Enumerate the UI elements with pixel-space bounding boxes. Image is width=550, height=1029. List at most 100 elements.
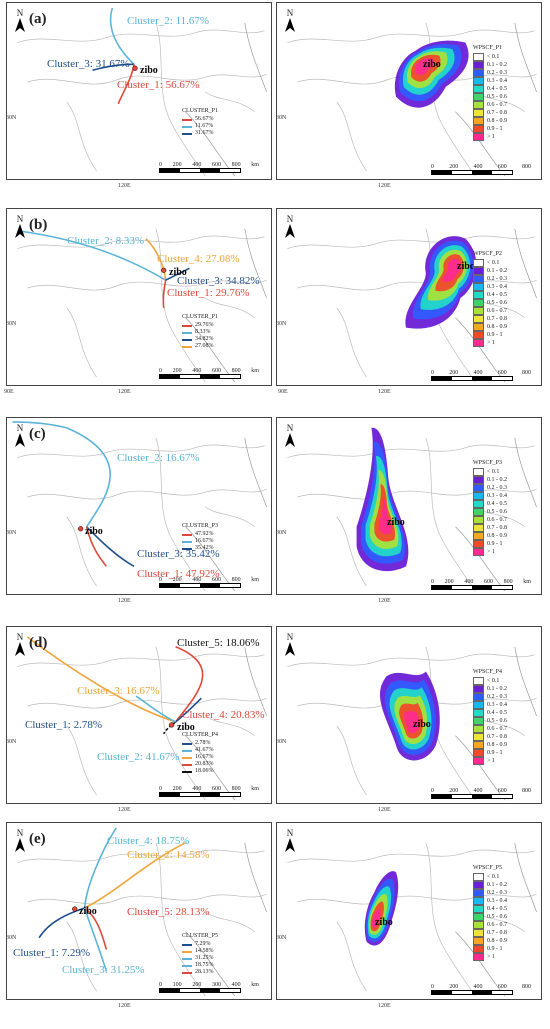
legend-row: 0.8 - 0.9 [473, 117, 507, 125]
legend-color-swatch [473, 717, 484, 725]
legend-range: 0.8 - 0.9 [487, 117, 507, 124]
legend-row: > 1 [473, 757, 507, 765]
legend-row: 8.33% [182, 329, 218, 336]
legend-range: 0.6 - 0.7 [487, 921, 507, 928]
cluster-label: Cluster_1: 47.92% [137, 568, 220, 580]
legend-range: 0.3 - 0.4 [487, 897, 507, 904]
trajectory-line [92, 63, 135, 71]
legend-range: 0.6 - 0.7 [487, 516, 507, 523]
legend-title: CLUSTER_P1 [182, 108, 219, 114]
legend-row: 41.67% [182, 747, 218, 754]
legend-range: 0.1 - 0.2 [487, 476, 507, 483]
legend-row: > 1 [473, 953, 507, 961]
legend-color-swatch [473, 484, 484, 492]
legend-color-swatch [473, 323, 484, 331]
legend-color-swatch [473, 709, 484, 717]
lon-tick-label: 120E [118, 598, 131, 604]
legend-range: 0.5 - 0.6 [487, 717, 507, 724]
lat-tick-label: 30N [6, 935, 17, 941]
legend-color-swatch [473, 921, 484, 929]
legend-row: 0.1 - 0.2 [473, 61, 507, 69]
legend-range: < 0.1 [487, 53, 500, 60]
legend-range: 0.9 - 1 [487, 331, 503, 338]
scale-label: 0 [159, 577, 162, 583]
legend-range: 0.7 - 0.8 [487, 109, 507, 116]
scale-label: 0 [159, 786, 162, 792]
legend-value: 31.67% [195, 130, 214, 136]
trajectory-line [38, 907, 85, 939]
scale-bar-graphic [431, 170, 513, 175]
scale-label: km [251, 577, 259, 583]
wpscf-region [442, 258, 461, 282]
legend-value: 56.67% [195, 116, 214, 122]
legend-value: 27.08% [195, 343, 214, 349]
scale-label: 0 [431, 579, 434, 585]
legend-row: 0.4 - 0.5 [473, 500, 507, 508]
legend-row: 0.1 - 0.2 [473, 685, 507, 693]
scale-label: 600 [497, 164, 507, 170]
legend-color-swatch [473, 53, 484, 61]
legend-row: 11.67% [182, 123, 218, 130]
legend-row: 0.8 - 0.9 [473, 532, 507, 540]
cluster-label: Cluster_2: 41.67% [97, 751, 180, 763]
wpscf-region [403, 710, 419, 734]
legend-color-swatch [473, 905, 484, 913]
scale-label: 200 [172, 162, 182, 168]
scale-bar: 0 200 400 600 800 km [431, 579, 531, 590]
scale-label: 800 [522, 984, 531, 990]
legend-line-swatch [182, 756, 192, 759]
legend-row: 0.2 - 0.3 [473, 275, 507, 283]
legend-row: 0.9 - 1 [473, 749, 507, 757]
trajectory-line [84, 842, 186, 909]
legend-color-swatch [473, 85, 484, 93]
legend-line-swatch [182, 338, 192, 341]
legend-color-swatch [473, 468, 484, 476]
legend-row: 0.4 - 0.5 [473, 709, 507, 717]
legend-value: 8.33% [195, 329, 211, 335]
trajectory-line [162, 280, 167, 308]
cluster-label: Cluster_2: 14.58% [127, 849, 210, 861]
scale-label: 600 [211, 786, 221, 792]
legend-color-swatch [473, 476, 484, 484]
wpscf-region [415, 58, 434, 76]
legend-color-swatch [473, 61, 484, 69]
legend-range: 0.5 - 0.6 [487, 913, 507, 920]
wpscf-legend: WPSCF_P1 < 0.1 0.1 - 0.2 0.2 - 0.3 0.3 - 0.4… [473, 45, 507, 141]
scale-label: 600 [497, 788, 507, 794]
legend-range: 0.5 - 0.6 [487, 508, 507, 515]
legend-color-swatch [473, 500, 484, 508]
zibo-label: zibo [413, 719, 431, 730]
lon-tick-label-2: 90E [4, 389, 14, 395]
wpscf-map-canvas [287, 842, 537, 997]
scale-bar: 0 200 400 600 800 [431, 164, 531, 175]
legend-range: 0.5 - 0.6 [487, 93, 507, 100]
legend-value: 41.67% [195, 747, 214, 753]
scale-label: 200 [192, 982, 202, 988]
legend-line-swatch [182, 547, 192, 550]
panel-label: (e) [29, 831, 46, 847]
legend-row: 56.67% [182, 116, 218, 123]
north-label: N [286, 8, 294, 18]
legend-color-swatch [473, 291, 484, 299]
scale-label: 400 [473, 164, 483, 170]
legend-row: 0.5 - 0.6 [473, 508, 507, 516]
north-arrow-icon: N [283, 424, 297, 450]
legend-row: 0.9 - 1 [473, 331, 507, 339]
legend-value: 16.67% [195, 538, 214, 544]
wpscf-map-canvas [287, 22, 537, 177]
cluster-label: Cluster_1: 2.78% [25, 719, 102, 731]
trajectory-line [174, 646, 204, 723]
cluster-label: Cluster_2: 11.67% [127, 15, 210, 27]
legend-value: 14.58% [195, 948, 214, 954]
legend-color-swatch [473, 101, 484, 109]
scale-label: 600 [483, 579, 493, 585]
wpscf-legend: WPSCF_P4 < 0.1 0.1 - 0.2 0.2 - 0.3 0.3 - 0.4… [473, 669, 507, 765]
legend-row: 0.4 - 0.5 [473, 85, 507, 93]
scale-label: 200 [449, 984, 459, 990]
lon-tick-label: 120E [378, 598, 391, 604]
legend-value: 20.83% [195, 761, 214, 767]
